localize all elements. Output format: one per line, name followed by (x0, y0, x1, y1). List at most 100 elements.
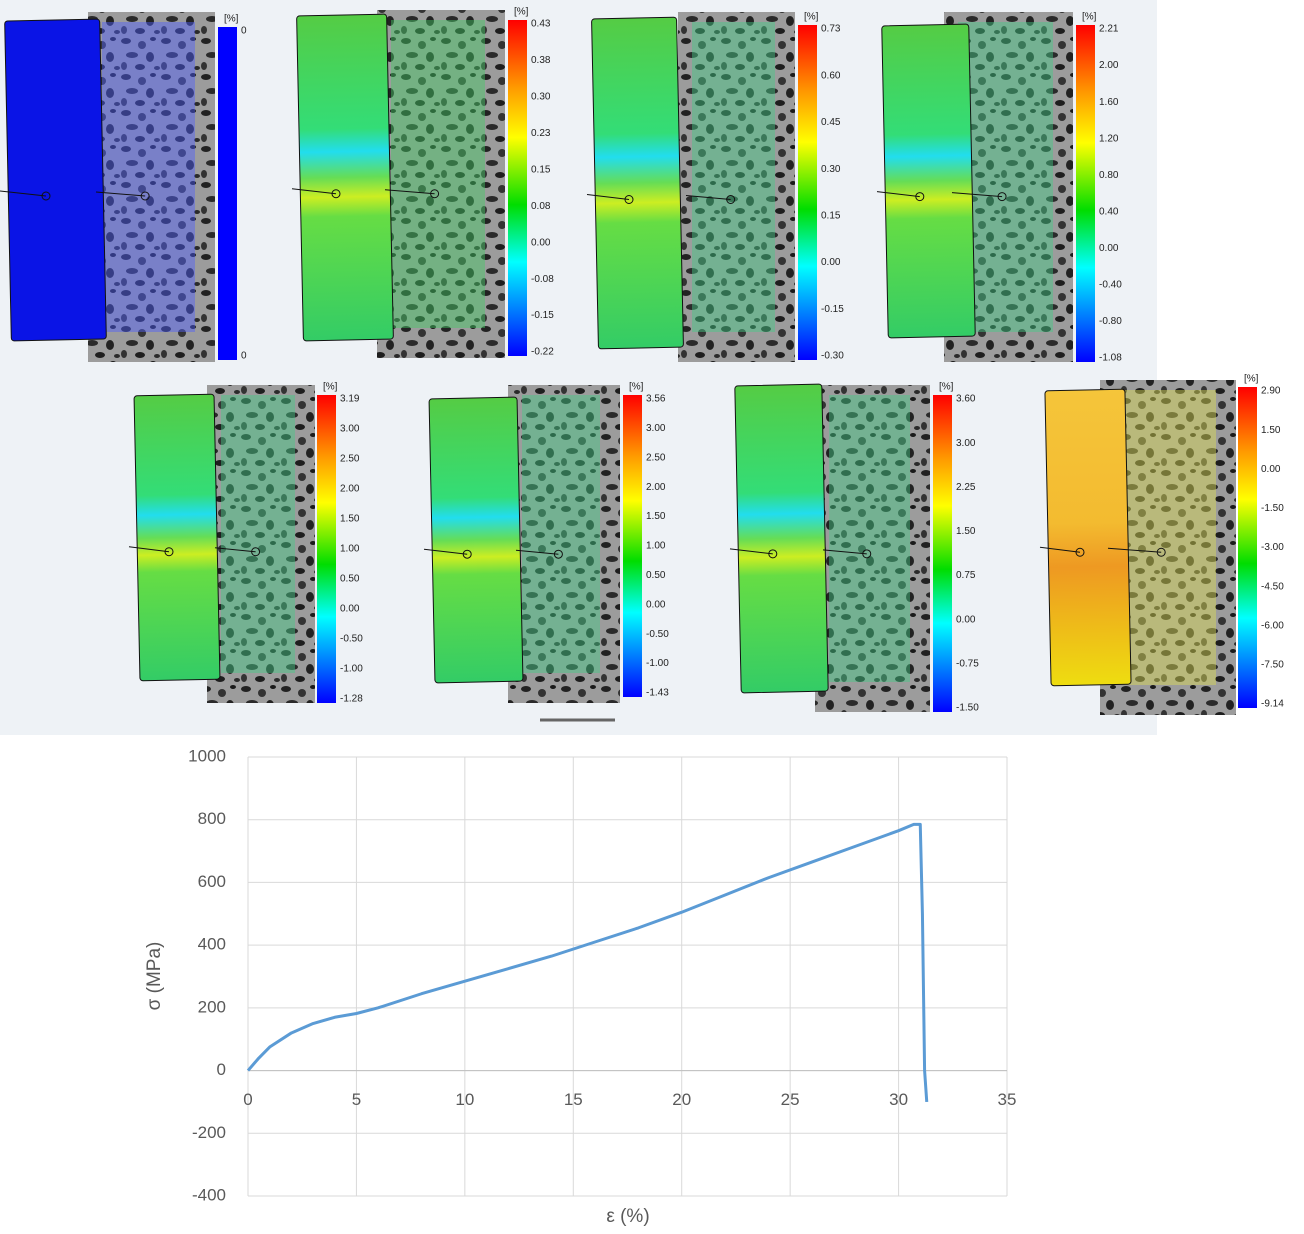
colorbar-tick-label: -1.50 (956, 703, 979, 714)
colorbar-tick-label: 2.00 (1099, 60, 1119, 71)
colorbar-tick-label: -1.28 (340, 694, 363, 705)
y-tick-label: 400 (198, 935, 226, 954)
colorbar-tick-label: -3.00 (1261, 542, 1284, 553)
x-tick-label: 25 (781, 1090, 800, 1109)
contour-map (591, 16, 684, 350)
x-tick-label: 5 (352, 1090, 361, 1109)
colorbar-unit: [%] (1082, 12, 1097, 23)
gauge-line (822, 549, 867, 555)
colorbar-tick-label: -0.50 (646, 629, 669, 640)
gauge-point (41, 191, 51, 201)
colorbar-tick-label: 0.75 (956, 570, 976, 581)
colorbar-unit: [%] (939, 382, 954, 393)
colorbar-tick-label: 0.80 (1099, 170, 1119, 181)
colorbar-tick-label: 1.20 (1099, 133, 1119, 144)
colorbar-tick-label: -0.80 (1099, 316, 1122, 327)
strain-panel: [%]2.90 1.50 0.00 -1.50 -3.00 -4.50 -6.00 -7.50… (1039, 374, 1284, 715)
contour-map (4, 18, 107, 342)
colorbar-tick-label: 0.45 (821, 117, 841, 128)
colorbar-tick-label: -1.00 (340, 664, 363, 675)
gauge-point (140, 191, 150, 201)
gauge-point (862, 549, 872, 559)
gauge-point (462, 549, 472, 559)
colorbar-tick-label: 2.00 (646, 482, 666, 493)
colorbar-tick-label: -0.15 (821, 304, 844, 315)
colorbar-tick-label: 0 (241, 26, 247, 37)
colorbar (1238, 387, 1257, 708)
colorbar-tick-label: 0.00 (531, 237, 551, 248)
y-tick-label: 600 (198, 872, 226, 891)
colorbar-tick-label: 2.25 (956, 482, 976, 493)
colorbar (1076, 25, 1095, 362)
x-tick-label: 10 (455, 1090, 474, 1109)
colorbar-unit: [%] (804, 12, 819, 23)
colorbar-tick-label: 3.00 (340, 424, 360, 435)
gauge-line (951, 192, 1003, 198)
colorbar-tick-label: 0.00 (646, 599, 666, 610)
x-tick-label: 20 (672, 1090, 691, 1109)
colorbar-tick-label: -0.08 (531, 274, 554, 285)
colorbar-tick-label: -1.50 (1261, 503, 1284, 514)
colorbar-tick-label: 0 (241, 351, 247, 362)
colorbar-tick-label: -0.22 (531, 347, 554, 358)
colorbar-tick-label: 1.50 (956, 526, 976, 537)
speckle-image (508, 385, 620, 703)
contour-map (133, 393, 221, 682)
speckle-overlay (522, 395, 600, 673)
contour-map (734, 383, 829, 694)
x-axis-label: ε (%) (606, 1206, 649, 1227)
colorbar (623, 395, 642, 697)
colorbar-tick-label: 0.60 (821, 70, 841, 81)
gauge-line (586, 194, 630, 200)
colorbar-tick-label: 1.00 (646, 541, 666, 552)
speckle-image (88, 12, 215, 362)
gauge-line (0, 190, 47, 197)
speckle-image (678, 12, 795, 362)
speckle-image (207, 385, 315, 703)
gauge-line (876, 191, 920, 198)
gauge-point (331, 189, 341, 199)
contour-map (881, 23, 976, 339)
stress-strain-chart: ε (%) σ (MPa) -400 -200 0 200 400 600 800 1000 0… (144, 746, 1016, 1227)
colorbar-tick-label: -0.30 (821, 351, 844, 362)
colorbar-tick-label: 2.50 (646, 452, 666, 463)
colorbar-tick-label: -1.08 (1099, 353, 1122, 364)
gauge-line (685, 195, 731, 200)
colorbar-tick-label: -0.50 (340, 634, 363, 645)
strain-panel: [%]3.19 3.00 2.50 2.00 1.50 1.00 0.50 0.00 -0.50… (128, 382, 363, 705)
gauge-line (1107, 547, 1162, 553)
colorbar-tick-label: -7.50 (1261, 660, 1284, 671)
contour-map (296, 13, 394, 342)
colorbar-tick-label: -0.40 (1099, 280, 1122, 291)
colorbar-tick-label: 0.08 (531, 201, 551, 212)
gauge-line (729, 548, 773, 555)
colorbar-tick-label: -4.50 (1261, 581, 1284, 592)
speckle-overlay (391, 20, 485, 328)
speckle-image (815, 385, 930, 712)
speckle-overlay (102, 22, 195, 332)
gauge-point (726, 195, 736, 204)
colorbar-tick-label: 0.00 (956, 614, 976, 625)
gauge-line (95, 191, 146, 197)
colorbar-tick-label: 0.00 (821, 257, 841, 268)
colorbar (933, 395, 952, 712)
colorbar-tick-label: 0.00 (1099, 243, 1119, 254)
x-tick-label: 35 (998, 1090, 1017, 1109)
speckle-overlay (1114, 390, 1216, 685)
colorbar-tick-label: 3.56 (646, 394, 666, 405)
colorbar-tick-label: 0.50 (340, 574, 360, 585)
colorbar-tick-label: 1.50 (1261, 425, 1281, 436)
colorbar-tick-label: 1.00 (340, 544, 360, 555)
gauge-line (128, 546, 170, 553)
colorbar-tick-label: -0.15 (531, 310, 554, 321)
strain-panel: [%]0.43 0.38 0.30 0.23 0.15 0.08 0.00 -0.08 -0.1… (291, 7, 554, 358)
colorbar (218, 27, 237, 360)
colorbar-tick-label: -6.00 (1261, 620, 1284, 631)
gauge-line (1039, 546, 1081, 553)
colorbar-unit: [%] (629, 382, 644, 393)
gauge-point (251, 547, 261, 557)
gauge-point (768, 549, 778, 559)
colorbar-tick-label: -1.43 (646, 688, 669, 699)
gauge-line (515, 549, 559, 555)
